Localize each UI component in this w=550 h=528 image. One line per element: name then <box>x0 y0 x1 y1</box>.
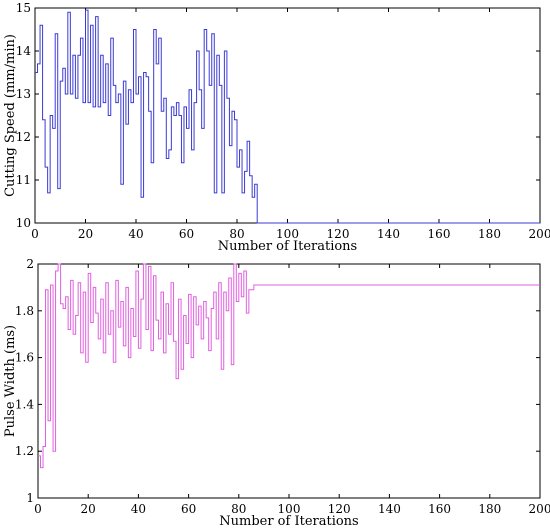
x-tick-label: 160 <box>428 502 451 516</box>
x-axis-label: Number of Iterations <box>218 239 357 254</box>
y-tick-label: 10 <box>16 216 31 230</box>
y-tick-label: 13 <box>16 87 31 101</box>
x-tick-label: 160 <box>428 227 451 241</box>
y-tick-label: 12 <box>16 130 31 144</box>
plot-frame <box>37 263 541 499</box>
y-tick-label: 1.4 <box>15 397 34 411</box>
y-tick-label: 11 <box>16 173 31 187</box>
x-tick-label: 80 <box>229 227 244 241</box>
y-axis-label: Pulse Width (ms) <box>3 325 18 437</box>
x-axis-label: Number of Iterations <box>219 514 358 528</box>
series-line-0 <box>35 9 540 224</box>
series-line-0 <box>38 263 540 469</box>
x-tick-label: 20 <box>78 227 93 241</box>
y-tick-label: 1.2 <box>15 444 34 458</box>
cutting-speed-chart: 0 20 40 60 80 100 120 140 160 180 200 10 11 12 13 14 15 N… <box>3 1 550 254</box>
x-tick-label: 100 <box>278 502 301 516</box>
x-tick-label: 200 <box>529 227 550 241</box>
y-tick-label: 15 <box>16 1 31 15</box>
x-tick-label: 40 <box>128 227 143 241</box>
x-tick-label: 0 <box>31 227 39 241</box>
y-tick-label: 1.6 <box>15 351 34 365</box>
x-tick-label: 140 <box>377 227 400 241</box>
x-tick-label: 180 <box>478 227 501 241</box>
x-tick-label: 60 <box>179 227 194 241</box>
x-tick-label: 120 <box>327 227 350 241</box>
x-tick-label: 100 <box>276 227 299 241</box>
x-tick-label: 0 <box>34 502 42 516</box>
x-tick-label: 60 <box>181 502 196 516</box>
x-tick-label: 20 <box>81 502 96 516</box>
plot-frame <box>34 7 541 224</box>
y-tick-label: 1.8 <box>15 304 34 318</box>
x-tick-label: 180 <box>478 502 501 516</box>
y-tick-label: 14 <box>16 44 32 58</box>
x-tick-label: 40 <box>131 502 146 516</box>
y-tick-label: 2 <box>26 257 34 271</box>
y-axis-label: Cutting Speed (mm/min) <box>3 34 18 197</box>
x-tick-label: 140 <box>378 502 401 516</box>
pulse-width-chart: 0 20 40 60 80 100 120 140 160 180 200 1 1.2 1.4 1.6 1.8… <box>3 257 550 528</box>
x-tick-label: 120 <box>328 502 351 516</box>
y-tick-label: 1 <box>26 491 34 505</box>
x-tick-label: 200 <box>529 502 550 516</box>
x-tick-label: 80 <box>231 502 246 516</box>
